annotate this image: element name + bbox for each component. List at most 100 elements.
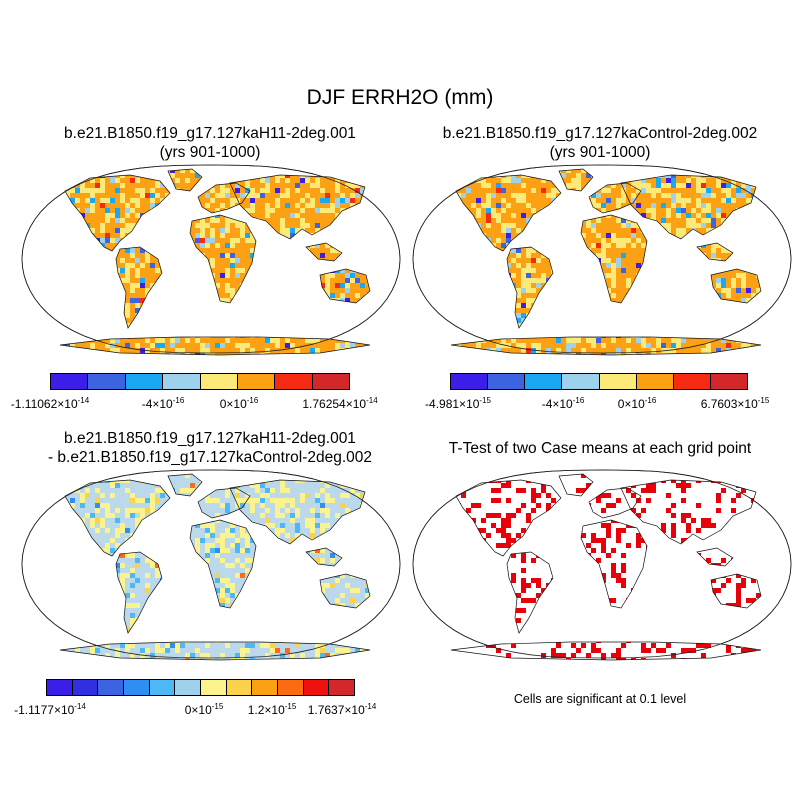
colorbar-difference bbox=[46, 679, 355, 696]
colorbar-swatch bbox=[312, 374, 349, 389]
colorbar-swatch bbox=[226, 680, 253, 695]
globe-border bbox=[21, 469, 401, 659]
cb2-label-max: 6.7603×10-15 bbox=[700, 396, 770, 411]
panel2-title: b.e21.B1850.f19_g17.127kaControl-2deg.00… bbox=[410, 124, 790, 162]
colorbar-swatch bbox=[673, 374, 711, 389]
colorbar-swatch bbox=[149, 680, 176, 695]
cb1-label-zero-mantissa: 0 bbox=[219, 397, 227, 411]
cb3-label-mid: 1.2×10-15 bbox=[247, 702, 297, 717]
coastline-north-america bbox=[64, 174, 171, 252]
colorbar-swatch bbox=[200, 374, 238, 389]
colorbar-swatch bbox=[72, 680, 99, 695]
coastline-south-america bbox=[506, 246, 554, 329]
cb3-label-mid-mantissa: 1.2 bbox=[247, 703, 265, 717]
coastline-africa bbox=[189, 519, 257, 609]
panel3-title-line2: - b.e21.B1850.f19_g17.127kaControl-2deg.… bbox=[47, 449, 373, 466]
cb1-label-max: 1.76254×10-14 bbox=[302, 396, 378, 411]
cb3-label-max-mantissa: 1.7637 bbox=[307, 703, 345, 717]
coastline-asia bbox=[620, 174, 757, 240]
coastline-south-america bbox=[115, 551, 163, 634]
colorbar-swatch bbox=[451, 374, 489, 389]
coastline-south-america bbox=[115, 246, 163, 329]
cb3-label-max: 1.7637×10-14 bbox=[307, 702, 377, 717]
coastline-greenland bbox=[167, 168, 203, 192]
coastline-africa bbox=[189, 214, 257, 304]
continent-australia bbox=[320, 574, 370, 608]
coastline-australia bbox=[319, 268, 371, 304]
cb1-label-neg-exp: -16 bbox=[172, 396, 185, 405]
cb3-label-zero-exp: -15 bbox=[211, 702, 224, 711]
colorbar-swatch bbox=[562, 374, 600, 389]
map-difference bbox=[21, 469, 401, 661]
cb1-label-min: -1.11062×10-14 bbox=[10, 396, 90, 411]
cb1-label-zero: 0×10-16 bbox=[219, 396, 259, 411]
cb1-label-max-mantissa: 1.76254 bbox=[302, 397, 346, 411]
coastline-southeast-asia bbox=[696, 547, 734, 567]
colorbar-swatch bbox=[175, 680, 202, 695]
coastline-europe bbox=[197, 487, 251, 519]
colorbar-swatch bbox=[51, 374, 89, 389]
panel1-title: b.e21.B1850.f19_g17.127kaH11-2deg.001 (y… bbox=[20, 124, 400, 162]
coastline-greenland bbox=[558, 473, 594, 497]
panel1-title-line2: (yrs 901-1000) bbox=[159, 144, 261, 161]
cb3-label-zero: 0×10-15 bbox=[184, 702, 224, 717]
map-ttest bbox=[412, 469, 792, 661]
coastline-europe bbox=[588, 487, 642, 519]
coastline-antarctica bbox=[450, 641, 762, 661]
coastline-africa bbox=[580, 214, 648, 304]
cb3-label-zero-mantissa: 0 bbox=[184, 703, 192, 717]
continent-asia bbox=[621, 480, 756, 544]
globe-border bbox=[412, 164, 792, 354]
cb1-label-min-mantissa: -1.11062 bbox=[10, 397, 58, 411]
cb2-label-zero: 0×10-16 bbox=[617, 396, 657, 411]
coastline-southeast-asia bbox=[696, 242, 734, 262]
colorbar-swatch bbox=[525, 374, 563, 389]
cb3-label-max-exp: -14 bbox=[364, 702, 377, 711]
coastline-greenland bbox=[167, 473, 203, 497]
coastline-europe bbox=[197, 182, 251, 214]
cb2-label-min: -4.981×10-15 bbox=[425, 396, 491, 411]
cb1-label-neg-mantissa: -4 bbox=[141, 397, 153, 411]
cb2-label-zero-mantissa: 0 bbox=[617, 397, 625, 411]
colorbar-swatch bbox=[252, 680, 279, 695]
panel3-title: b.e21.B1850.f19_g17.127kaH11-2deg.001 - … bbox=[20, 429, 400, 467]
globe-border bbox=[21, 164, 401, 354]
panel1-title-line1: b.e21.B1850.f19_g17.127kaH11-2deg.001 bbox=[64, 125, 356, 142]
cb2-label-neg-mantissa: -4 bbox=[541, 397, 553, 411]
cb2-label-zero-exp: -16 bbox=[644, 396, 657, 405]
cb2-label-min-exp: -15 bbox=[479, 396, 491, 405]
colorbar-swatch bbox=[636, 374, 674, 389]
coastline-southeast-asia bbox=[305, 547, 343, 567]
colorbar-swatch bbox=[88, 374, 126, 389]
coastline-africa bbox=[580, 519, 648, 609]
coastline-southeast-asia bbox=[305, 242, 343, 262]
significance-note: Cells are significant at 0.1 level bbox=[513, 692, 687, 706]
cb3-label-min-mantissa: -1.1177 bbox=[14, 703, 54, 717]
coastline-south-america bbox=[506, 551, 554, 634]
coastline-north-america bbox=[64, 479, 171, 557]
continent-north-america bbox=[456, 175, 561, 251]
coastline-antarctica bbox=[59, 336, 371, 356]
cb2-label-max-mantissa: 6.7603 bbox=[700, 397, 738, 411]
coastline-asia bbox=[229, 174, 366, 240]
colorbar-swatch bbox=[47, 680, 73, 695]
colorbar-swatch bbox=[237, 374, 276, 389]
coastline-asia bbox=[229, 479, 366, 545]
cb3-label-min-exp: -14 bbox=[74, 702, 86, 711]
panel3-title-line1: b.e21.B1850.f19_g17.127kaH11-2deg.001 bbox=[64, 430, 356, 447]
cb1-label-min-exp: -14 bbox=[77, 396, 90, 405]
figure-title: DJF ERRH2O (mm) bbox=[306, 86, 494, 109]
coastline-asia bbox=[620, 479, 757, 545]
colorbar-swatch bbox=[124, 680, 150, 695]
cb2-label-max-exp: -15 bbox=[757, 396, 770, 405]
cb1-label-zero-exp: -16 bbox=[246, 396, 259, 405]
colorbar-swatch bbox=[488, 374, 526, 389]
panel4-title: T-Test of two Case means at each grid po… bbox=[448, 440, 752, 457]
continent-africa bbox=[190, 215, 256, 303]
cb2-label-neg-exp: -16 bbox=[572, 396, 585, 405]
globe-border bbox=[412, 469, 792, 659]
colorbar-swatch bbox=[98, 680, 125, 695]
cb1-label-max-exp: -14 bbox=[366, 396, 378, 405]
colorbar-swatch bbox=[710, 374, 747, 389]
map-case2 bbox=[412, 164, 792, 356]
